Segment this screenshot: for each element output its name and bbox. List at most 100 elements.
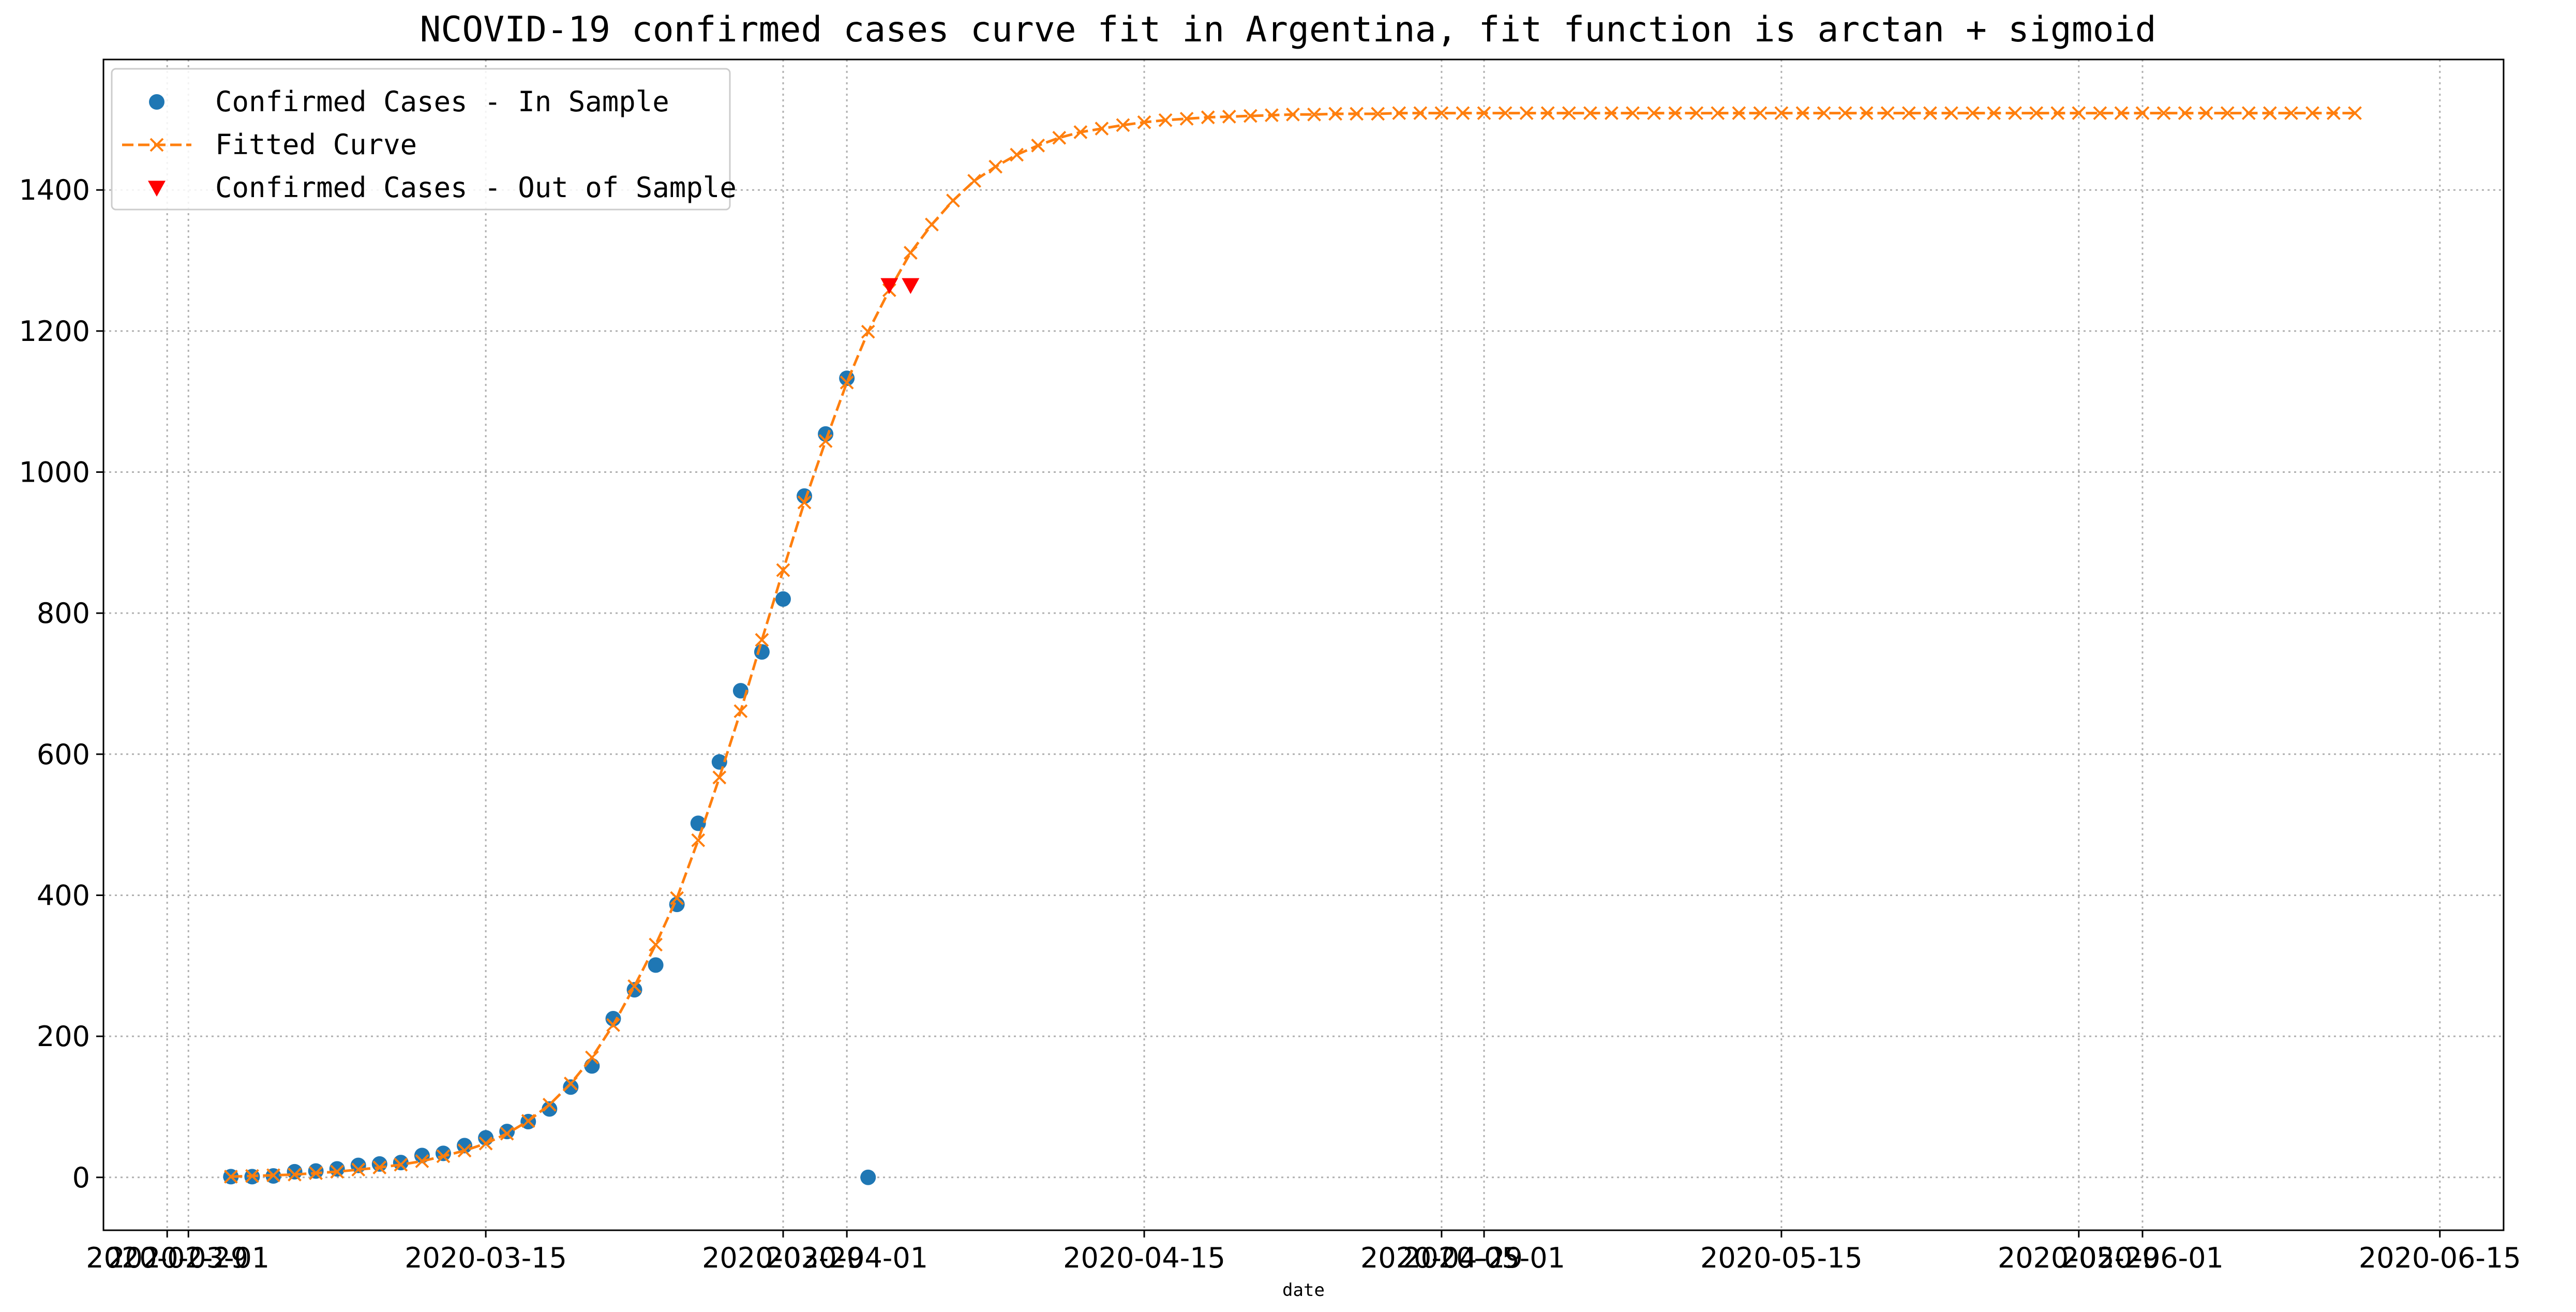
in-sample-point (542, 1101, 558, 1117)
x-axis-label: date (1282, 1280, 1325, 1301)
fitted-curve-marker (840, 375, 854, 390)
fitted-curve-marker (457, 1143, 472, 1158)
fitted-curve-marker (989, 159, 1003, 174)
fitted-curve-marker (1647, 106, 1661, 121)
legend: Confirmed Cases - In Sample Fitted Curve C… (111, 68, 737, 211)
fitted-curve-marker (2008, 106, 2022, 121)
fitted-curve-marker (1456, 106, 1470, 121)
legend-label: Confirmed Cases - Out of Sample (215, 171, 737, 204)
in-sample-point (690, 815, 706, 831)
fitted-curve-marker (2327, 106, 2341, 121)
fitted-curve-marker (478, 1136, 493, 1151)
fitted-curve-marker (776, 563, 790, 577)
fitted-curve-marker (415, 1154, 429, 1168)
fitted-curve-marker (1286, 107, 1300, 122)
fitted-curve-marker (606, 1018, 620, 1032)
in-sample-point (287, 1164, 303, 1180)
fitted-curve-marker (1031, 138, 1045, 153)
fitted-curve-marker (351, 1162, 366, 1177)
grid (103, 59, 2504, 1230)
fitted-curve-marker (1392, 106, 1406, 121)
y-tick-label: 600 (37, 738, 90, 771)
plot-frame (102, 58, 2505, 1231)
fitted-curve-marker (1838, 106, 1852, 121)
fitted-curve-marker (1243, 109, 1257, 123)
fitted-curve-marker (2029, 106, 2044, 121)
fitted-curve-marker (2305, 106, 2319, 121)
x-tick-label: 2020-05-15 (1700, 1242, 1863, 1274)
fitted-curve-marker (1201, 110, 1215, 125)
x-tick-label: 2020-06-01 (2061, 1242, 2224, 1274)
fitted-curve-marker (521, 1114, 535, 1128)
fitted-curve-marker (288, 1167, 302, 1182)
fitted-curve-marker (946, 193, 960, 208)
fitted-curve-marker (245, 1169, 259, 1183)
fitted-curve-marker (1073, 125, 1088, 139)
fitted-curve-marker (1540, 106, 1555, 121)
x-tick-label: 2020-04-15 (1063, 1242, 1225, 1274)
x-tick-label: 2020-03-29 (702, 1242, 864, 1274)
fitted-curve-marker (2072, 106, 2086, 121)
x-tick-label: 2020-04-01 (766, 1242, 928, 1274)
fitted-curve-marker (1328, 107, 1343, 121)
fitted-curve-marker (1817, 106, 1831, 121)
fitted-curve-marker (2114, 106, 2129, 121)
fitted-curve-marker (1179, 112, 1194, 126)
fitted-curve-marker (1923, 106, 1937, 121)
fitted-curve-marker (1137, 115, 1151, 129)
fitted-curve-marker (1158, 113, 1173, 127)
fitted-curve-marker (1880, 106, 1895, 121)
y-tick-label: 1200 (19, 315, 90, 348)
chart-title: NCOVID-19 confirmed cases curve fit in A… (420, 9, 2156, 50)
fitted-curve-marker (1583, 106, 1597, 121)
fitted-curve-marker (436, 1149, 451, 1164)
fitted-curve-marker (627, 979, 641, 993)
fitted-curve-marker (2348, 106, 2362, 121)
fitted-curve-marker (223, 1169, 238, 1184)
fitted-curve-marker (1350, 107, 1364, 121)
in-sample-point (435, 1145, 451, 1161)
y-tick-label: 400 (37, 879, 90, 912)
fitted-curve-marker (1668, 106, 1682, 121)
series-fitted-curve (223, 106, 2362, 1184)
in-sample-point (329, 1161, 345, 1177)
legend-label: Confirmed Cases - In Sample (215, 85, 669, 118)
fitted-curve-marker (1795, 106, 1810, 121)
fitted-curve-marker (1732, 106, 1746, 121)
y-tick-label: 800 (37, 597, 90, 630)
fitted-curve-marker (670, 891, 684, 905)
fitted-curve-marker (1413, 106, 1428, 121)
in-sample-point (393, 1155, 409, 1171)
fitted-curve-marker (1944, 106, 1958, 121)
fitted-curve-marker (1477, 106, 1491, 121)
fitted-curve-marker (755, 633, 769, 647)
x-tick-label: 2020-03-01 (107, 1242, 269, 1274)
fitted-curve-marker (1562, 106, 1576, 121)
fitted-curve-marker (1498, 106, 1512, 121)
fitted-curve-marker (2220, 106, 2235, 121)
legend-box (111, 68, 731, 211)
fitted-curve-marker (861, 324, 875, 339)
fitted-curve-marker (818, 434, 833, 448)
fitted-curve-marker (1222, 110, 1236, 124)
fitted-curve-marker (1264, 108, 1279, 123)
fitted-curve-marker (309, 1166, 323, 1180)
fitted-curve-marker (967, 174, 981, 188)
in-sample-point (563, 1079, 579, 1095)
fitted-curve-marker (2050, 106, 2065, 121)
legend-out-of-sample-marker (148, 181, 166, 197)
fitted-curve-marker (1095, 122, 1109, 136)
in-sample-point (711, 754, 727, 770)
fitted-curve-marker (394, 1157, 408, 1172)
fitted-curve-marker (1371, 107, 1385, 121)
x-tick-label: 2020-05-01 (1403, 1242, 1565, 1274)
fitted-curve-marker (1434, 106, 1449, 121)
fitted-curve-marker (2199, 106, 2213, 121)
fitted-curve-marker (1116, 118, 1130, 132)
fitted-curve-marker (585, 1050, 599, 1065)
fitted-curve-marker (733, 704, 748, 719)
y-tick-label: 1400 (19, 174, 90, 206)
